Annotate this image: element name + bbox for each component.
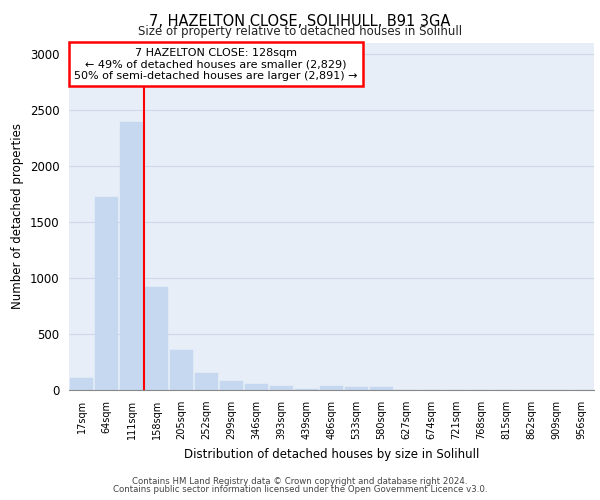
Y-axis label: Number of detached properties: Number of detached properties xyxy=(11,123,24,309)
Bar xyxy=(145,287,169,390)
Bar xyxy=(320,386,343,390)
Bar xyxy=(70,378,94,390)
Text: Contains public sector information licensed under the Open Government Licence v3: Contains public sector information licen… xyxy=(113,485,487,494)
Bar xyxy=(119,122,143,390)
Bar xyxy=(170,350,193,390)
Bar xyxy=(194,373,218,390)
Text: 7 HAZELTON CLOSE: 128sqm
← 49% of detached houses are smaller (2,829)
50% of sem: 7 HAZELTON CLOSE: 128sqm ← 49% of detach… xyxy=(74,48,358,81)
Bar xyxy=(269,386,293,390)
Bar xyxy=(95,197,118,390)
Text: 7, HAZELTON CLOSE, SOLIHULL, B91 3GA: 7, HAZELTON CLOSE, SOLIHULL, B91 3GA xyxy=(149,14,451,29)
Text: Size of property relative to detached houses in Solihull: Size of property relative to detached ho… xyxy=(138,25,462,38)
Bar xyxy=(344,386,368,390)
Text: Contains HM Land Registry data © Crown copyright and database right 2024.: Contains HM Land Registry data © Crown c… xyxy=(132,477,468,486)
X-axis label: Distribution of detached houses by size in Solihull: Distribution of detached houses by size … xyxy=(184,448,479,460)
Bar xyxy=(295,389,319,390)
Bar xyxy=(245,384,268,390)
Bar xyxy=(220,381,244,390)
Bar xyxy=(370,386,394,390)
